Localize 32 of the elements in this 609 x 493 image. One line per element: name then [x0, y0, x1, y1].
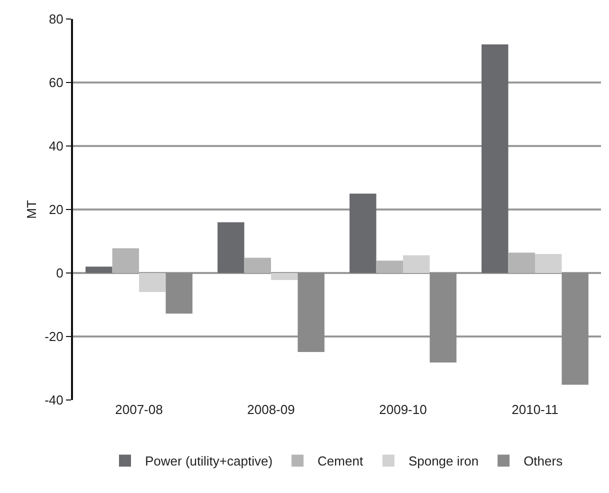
x-tick-label: 2009-10 — [379, 402, 427, 417]
bar — [86, 266, 112, 273]
y-tick-label: -20 — [44, 329, 64, 344]
bar — [376, 260, 403, 273]
bar — [430, 273, 456, 363]
y-tick-label: -40 — [44, 392, 64, 408]
legend-label: Others — [524, 454, 564, 469]
legend-label: Power (utility+captive) — [145, 454, 273, 469]
bar — [218, 222, 244, 273]
y-tick-label: 80 — [48, 12, 64, 27]
y-axis-title: MT — [24, 200, 39, 219]
y-tick-label: 40 — [48, 138, 64, 154]
x-tick-label: 2008-09 — [247, 402, 295, 417]
bar — [508, 252, 535, 273]
bar — [244, 258, 271, 273]
bar — [482, 44, 508, 273]
legend-label: Cement — [318, 454, 364, 469]
bar — [403, 255, 430, 273]
bar — [166, 273, 192, 314]
legend-label: Sponge iron — [408, 454, 479, 469]
bar — [350, 194, 376, 273]
x-tick-label: 2007-08 — [115, 402, 163, 417]
bar — [562, 273, 588, 385]
bar — [298, 273, 324, 352]
bar — [112, 248, 139, 273]
bar — [535, 254, 562, 273]
y-tick-label: 0 — [56, 266, 64, 281]
x-tick-label: 2010-11 — [512, 402, 558, 417]
bar — [271, 273, 298, 280]
bar — [139, 273, 166, 292]
y-tick-label: 20 — [48, 202, 64, 218]
y-tick-label: 60 — [48, 75, 64, 90]
